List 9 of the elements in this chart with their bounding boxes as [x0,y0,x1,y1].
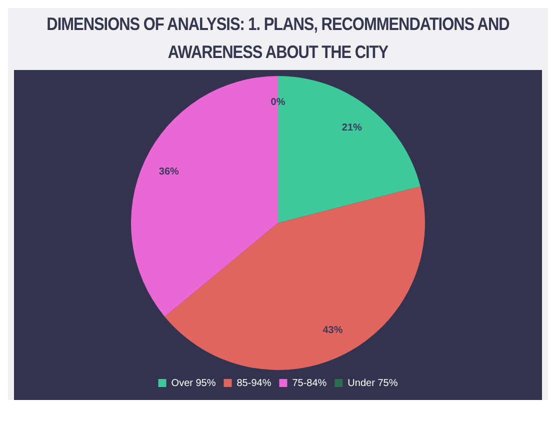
data-label: 21% [342,122,362,134]
data-label: 43% [322,325,343,336]
legend-label: Over 95% [171,378,216,389]
legend-label: 85-94% [236,378,272,389]
text: 0% [270,97,286,108]
legend-label: Under 75% [348,378,398,389]
legend-label: 75-84% [292,378,327,389]
chart-title: DIMENSIONS OF ANALYSIS: 1. PLANS, RECOMMENDATIONS AND AWARENESS ABOUT THE CITY [46,13,510,64]
data-label: 36% [158,166,180,178]
